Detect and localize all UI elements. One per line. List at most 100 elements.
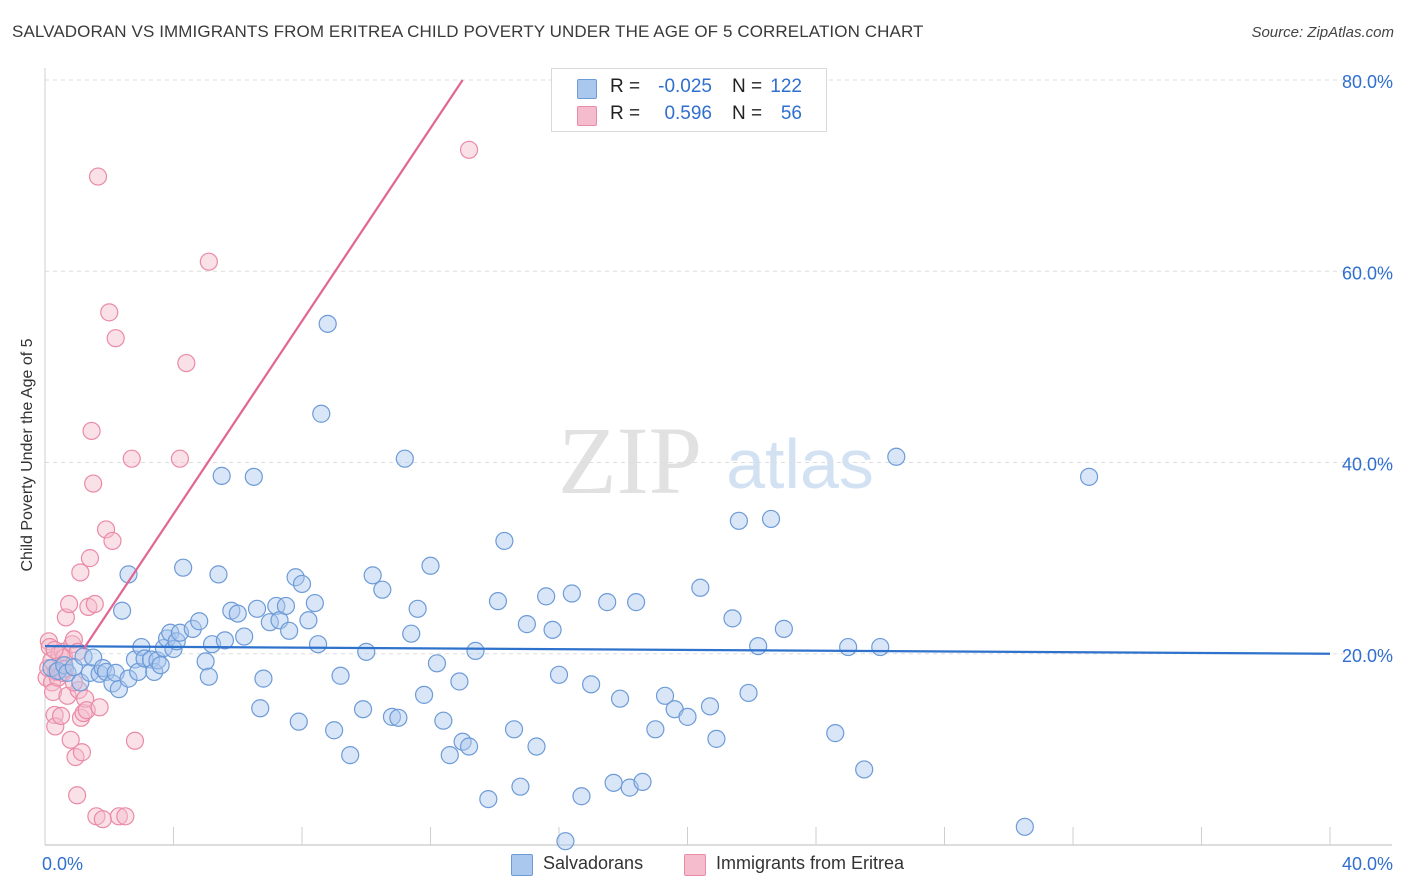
salvadoran-point xyxy=(71,673,90,692)
n-label: N = xyxy=(732,103,763,124)
eritrea-point xyxy=(199,252,218,271)
eritrea-point xyxy=(80,549,100,568)
salvadoran-point xyxy=(626,593,646,612)
salvadoran-point xyxy=(527,737,546,756)
salvadoran-point xyxy=(174,558,193,577)
chart-title: SALVADORAN VS IMMIGRANTS FROM ERITREA CH… xyxy=(12,22,924,41)
eritrea-point xyxy=(103,531,122,551)
salvadoran-point xyxy=(395,449,414,468)
x-tick-label: 0.0% xyxy=(42,854,83,874)
salvadoran-point xyxy=(389,708,408,727)
eritrea-point xyxy=(56,608,75,627)
salvadoran-point xyxy=(488,592,508,611)
eritrea-point xyxy=(170,449,190,468)
legend-swatch-blue xyxy=(577,79,597,99)
salvadoran-point xyxy=(276,596,296,616)
salvadoran-point xyxy=(655,686,675,705)
salvadoran-point xyxy=(479,789,498,809)
salvadoran-point xyxy=(450,672,469,691)
salvadoran-point xyxy=(312,404,331,423)
salvadoran-point xyxy=(582,675,601,694)
salvadoran-point xyxy=(1015,817,1034,836)
eritrea-point xyxy=(51,706,71,726)
salvadoran-point xyxy=(331,666,350,685)
salvadoran-point xyxy=(421,556,440,575)
eritrea-point xyxy=(459,140,479,159)
salvadoran-point xyxy=(382,707,402,726)
eritrea-point xyxy=(74,703,93,723)
salvadoran-point xyxy=(199,667,218,686)
salvadoran-point xyxy=(408,599,427,618)
eritrea-point xyxy=(72,743,92,762)
salvadoran-point xyxy=(691,578,710,597)
salvadoran-point xyxy=(537,587,556,606)
salvadoran-point xyxy=(363,566,382,585)
salvadoran-point xyxy=(90,664,109,683)
salvadoran-point xyxy=(112,601,132,620)
salvadoran-point xyxy=(235,627,254,646)
axes xyxy=(44,68,1392,846)
n-value: 122 xyxy=(770,76,802,97)
salvadoran-point xyxy=(887,447,906,466)
salvadoran-point xyxy=(440,746,459,765)
salvadoran-point xyxy=(1079,467,1099,486)
correlation-legend: R = -0.025 N = 122 R = 0.596 N = 56 xyxy=(551,68,827,132)
salvadoran-point xyxy=(414,685,434,704)
salvadoran-point xyxy=(495,531,514,551)
salvadoran-point xyxy=(402,624,421,643)
salvadoran-point xyxy=(729,511,749,530)
salvadoran-point xyxy=(761,509,781,529)
legend-swatch-pink xyxy=(577,106,597,126)
salvadoran-point xyxy=(678,707,697,726)
r-label: R = xyxy=(610,103,641,124)
salvadoran-point xyxy=(299,611,318,630)
salvadoran-point xyxy=(517,615,536,634)
eritrea-point xyxy=(122,449,141,468)
eritrea-point xyxy=(84,474,103,493)
salvadoran-point xyxy=(572,787,591,806)
trendlines xyxy=(44,79,1331,655)
watermark-zip: ZIP xyxy=(558,407,702,514)
grid xyxy=(45,79,1392,655)
y-tick-label: 80.0% xyxy=(1342,72,1393,92)
salvadoran-point xyxy=(646,720,665,739)
source-label: Source: ZipAtlas.com xyxy=(1251,24,1394,41)
salvadoran-point xyxy=(604,773,623,792)
eritrea-point xyxy=(100,303,119,322)
salvadoran-point xyxy=(196,652,215,671)
salvadoran-point xyxy=(556,832,575,851)
salvadoran-point xyxy=(215,631,234,650)
salvadoran-point xyxy=(145,662,164,682)
r-value: 0.596 xyxy=(664,103,712,124)
salvadoran-point xyxy=(292,574,312,594)
salvadoran-point xyxy=(119,669,138,688)
legend-label: Immigrants from Eritrea xyxy=(716,853,905,873)
eritrea-point xyxy=(125,731,145,750)
y-tick-label: 20.0% xyxy=(1342,646,1393,666)
salvadoran-point xyxy=(774,619,793,638)
eritrea-point xyxy=(46,717,65,736)
salvadoran-point xyxy=(562,584,581,603)
eritrea-point xyxy=(71,563,90,582)
salvadoran-point xyxy=(228,604,247,623)
salvadoran-point xyxy=(318,314,337,333)
n-value: 56 xyxy=(780,103,802,124)
salvadoran-point xyxy=(871,637,890,657)
salvadoran-point xyxy=(357,642,376,661)
eritrea-point xyxy=(59,594,79,614)
eritrea-point xyxy=(116,807,135,826)
legend-swatch-pink xyxy=(684,854,706,876)
salvadoran-point xyxy=(247,599,267,618)
eritrea-trendline xyxy=(82,79,464,650)
salvadoran-point xyxy=(96,662,116,682)
salvadoran-points xyxy=(42,314,1099,851)
salvadoran-point xyxy=(308,635,328,654)
watermark-atlas: atlas xyxy=(726,425,874,503)
salvadoran-trendline xyxy=(44,644,1331,655)
salvadoran-point xyxy=(839,637,858,657)
salvadoran-point xyxy=(633,772,652,791)
salvadoran-point xyxy=(267,596,286,616)
salvadoran-point xyxy=(244,467,263,486)
eritrea-point xyxy=(88,167,108,186)
